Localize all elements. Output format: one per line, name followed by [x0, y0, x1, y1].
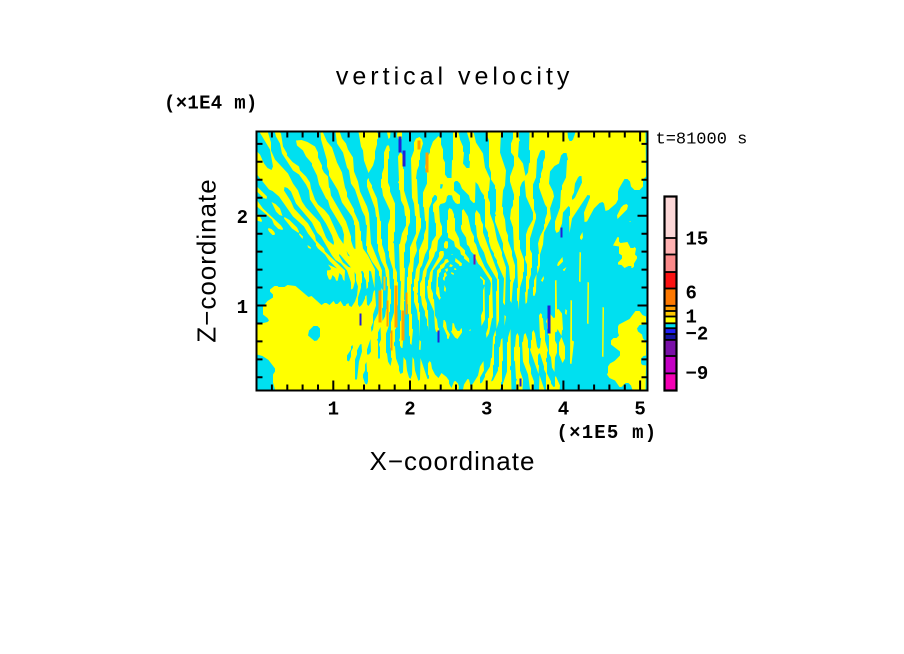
- svg-text:5: 5: [634, 399, 645, 421]
- svg-text:1: 1: [237, 297, 248, 319]
- svg-text:−9: −9: [686, 363, 709, 385]
- svg-text:X−coordinate: X−coordinate: [370, 446, 536, 476]
- svg-text:−2: −2: [686, 323, 709, 345]
- svg-text:3: 3: [481, 399, 492, 421]
- svg-text:2: 2: [237, 207, 248, 229]
- svg-text:2: 2: [404, 399, 415, 421]
- svg-text:1: 1: [686, 307, 697, 329]
- svg-text:(×1E5 m): (×1E5 m): [557, 422, 658, 444]
- svg-text:6: 6: [686, 283, 697, 305]
- svg-text:t=81000 s: t=81000 s: [656, 131, 748, 150]
- svg-text:Z−coordinate: Z−coordinate: [192, 178, 222, 342]
- svg-text:4: 4: [558, 399, 569, 421]
- svg-text:(×1E4 m): (×1E4 m): [164, 93, 258, 115]
- svg-text:vertical velocity: vertical velocity: [336, 63, 574, 91]
- svg-text:1: 1: [328, 399, 339, 421]
- svg-text:15: 15: [686, 228, 709, 250]
